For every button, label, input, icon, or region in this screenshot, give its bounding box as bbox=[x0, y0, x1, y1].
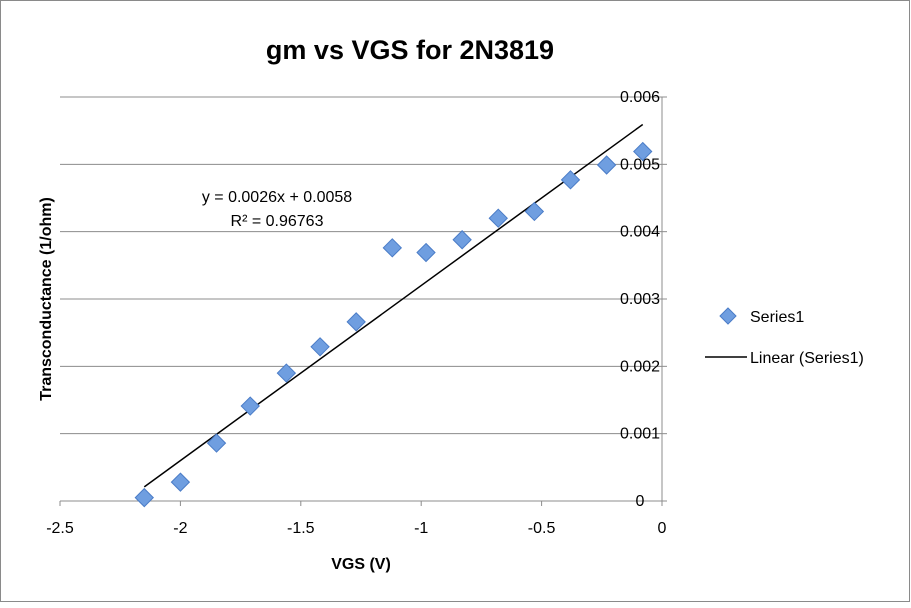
data-point-6 bbox=[346, 312, 366, 332]
y-axis-label: Transconductance (1/ohm) bbox=[38, 197, 55, 401]
x-tick-label-4: -0.5 bbox=[528, 520, 556, 537]
data-point-5 bbox=[310, 337, 330, 357]
y-tick-label-4: 0.004 bbox=[620, 224, 660, 241]
x-tick-label-3: -1 bbox=[414, 520, 428, 537]
x-tick-label-0: -2.5 bbox=[46, 520, 74, 537]
data-point-14 bbox=[633, 141, 653, 162]
data-point-0 bbox=[134, 487, 154, 508]
y-tick-label-1: 0.001 bbox=[620, 426, 660, 443]
trendline bbox=[143, 123, 644, 488]
x-tick-labels: -2.5 -2 -1.5 -1 -0.5 0 bbox=[46, 520, 666, 537]
data-point-12 bbox=[560, 170, 581, 190]
trendline-r-squared: R² = 0.96763 bbox=[231, 213, 324, 230]
data-point-1 bbox=[170, 472, 191, 492]
data-point-10 bbox=[488, 208, 508, 228]
legend: Series1 Linear (Series1) bbox=[705, 307, 864, 367]
trendline-group bbox=[143, 123, 644, 488]
data-point-8 bbox=[416, 242, 436, 263]
legend-series1-marker bbox=[719, 307, 737, 325]
y-tick-label-2: 0.002 bbox=[620, 358, 660, 375]
data-point-2 bbox=[206, 433, 227, 453]
gridlines bbox=[60, 96, 662, 435]
legend-series1-label: Series1 bbox=[750, 309, 804, 326]
data-point-13 bbox=[596, 155, 617, 175]
x-tick-label-5: 0 bbox=[658, 520, 667, 537]
legend-trendline-label: Linear (Series1) bbox=[750, 350, 864, 367]
y-tick-label-0: 0 bbox=[636, 493, 645, 510]
data-points bbox=[134, 141, 653, 508]
data-point-3 bbox=[240, 396, 260, 416]
x-tick-label-2: -1.5 bbox=[287, 520, 315, 537]
x-axis-label: VGS (V) bbox=[331, 556, 391, 573]
y-tick-label-6: 0.006 bbox=[620, 89, 660, 106]
data-point-7 bbox=[382, 238, 403, 258]
data-point-4 bbox=[276, 363, 297, 383]
chart-title: gm vs VGS for 2N3819 bbox=[266, 35, 554, 65]
data-point-11 bbox=[524, 201, 545, 222]
data-point-9 bbox=[452, 230, 472, 250]
trendline-equation: y = 0.0026x + 0.0058 bbox=[202, 189, 352, 206]
x-tick-label-1: -2 bbox=[173, 520, 187, 537]
y-tick-label-5: 0.005 bbox=[620, 156, 660, 173]
y-tick-labels: 0 0.001 0.002 0.003 0.004 0.005 0.006 bbox=[620, 89, 660, 510]
axes bbox=[59, 96, 667, 506]
y-tick-label-3: 0.003 bbox=[620, 291, 660, 308]
